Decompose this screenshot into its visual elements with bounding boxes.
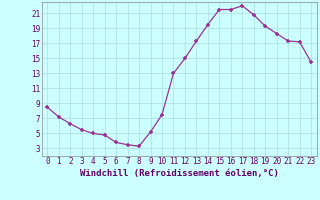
X-axis label: Windchill (Refroidissement éolien,°C): Windchill (Refroidissement éolien,°C) bbox=[80, 169, 279, 178]
